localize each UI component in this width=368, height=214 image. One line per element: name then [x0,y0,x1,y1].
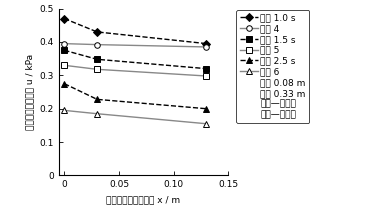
周期 2.5 s [204,107,209,110]
系列 4 [62,42,67,45]
系列 6 [204,122,209,125]
系列 5 [62,64,67,67]
周期 1.0 s [62,17,67,20]
Legend: 周期 1.0 s, 系列 4, 周期 1.5 s, 系列 5, 周期 2.5 s, 系列 6, 波高 0.08 m, 波高 0.33 m, 实线—理论值, 虚线: 周期 1.0 s, 系列 4, 周期 1.5 s, 系列 5, 周期 2.5 s… [236,10,309,123]
周期 1.5 s [204,67,209,70]
周期 1.0 s [204,42,209,45]
Line: 系列 5: 系列 5 [61,62,210,79]
Y-axis label: 由波浪引起的孔压 u / kPa: 由波浪引起的孔压 u / kPa [25,54,34,130]
系列 4 [204,46,209,48]
周期 1.5 s [62,49,67,52]
系列 6 [95,112,99,115]
Line: 系列 4: 系列 4 [61,41,209,50]
周期 2.5 s [95,98,99,101]
Line: 周期 1.5 s: 周期 1.5 s [61,47,210,72]
周期 1.5 s [95,58,99,61]
Line: 周期 2.5 s: 周期 2.5 s [61,80,210,112]
Line: 周期 1.0 s: 周期 1.0 s [61,16,209,46]
系列 6 [62,109,67,112]
系列 5 [204,75,209,77]
系列 4 [95,43,99,46]
周期 1.0 s [95,31,99,33]
周期 2.5 s [62,82,67,85]
系列 5 [95,68,99,71]
Line: 系列 6: 系列 6 [61,107,210,127]
X-axis label: 传感器到泥面线距离 x / m: 传感器到泥面线距离 x / m [106,195,181,204]
